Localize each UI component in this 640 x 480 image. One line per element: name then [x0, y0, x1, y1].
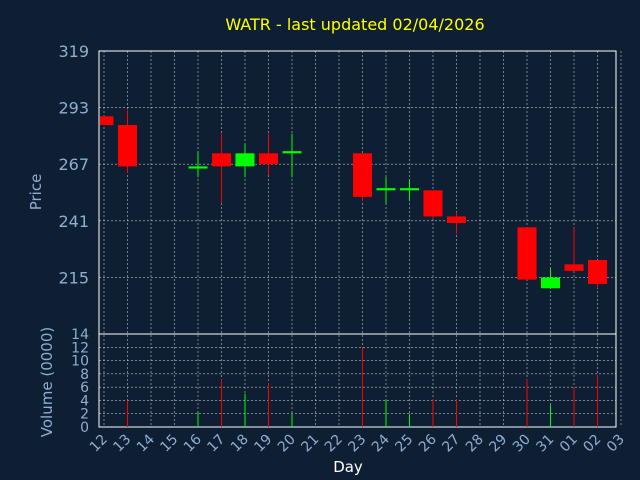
- price-axis-label: Price: [27, 174, 45, 211]
- price-tick-label: 293: [58, 99, 89, 118]
- x-tick-label: 29: [486, 432, 510, 456]
- candle-body: [447, 216, 466, 223]
- candle-body: [423, 190, 443, 217]
- volume-bars: [127, 347, 598, 427]
- x-tick-label: 19: [251, 432, 275, 456]
- x-tick-label: 30: [510, 432, 534, 456]
- price-candles: [100, 109, 607, 289]
- x-tick-label: 21: [298, 432, 322, 456]
- x-tick-label: 20: [275, 432, 299, 456]
- candle-body: [259, 153, 278, 165]
- price-tick-label: 267: [58, 155, 89, 174]
- x-tick-label: 26: [416, 431, 440, 455]
- x-tick-label: 14: [134, 431, 158, 455]
- x-tick-label: 15: [157, 432, 181, 456]
- volume-tick-label: 6: [80, 380, 89, 396]
- candle-body: [188, 166, 208, 169]
- chart-title: WATR - last updated 02/04/2026: [225, 15, 484, 34]
- axes-layer: [98, 50, 617, 428]
- candle-body: [400, 188, 419, 191]
- x-tick-label: 27: [439, 432, 463, 456]
- x-tick-label: 03: [604, 432, 628, 456]
- candle-body: [118, 125, 137, 167]
- candle-body: [541, 277, 560, 289]
- x-tick-label: 22: [322, 432, 346, 456]
- x-tick-label: 28: [463, 432, 487, 456]
- x-tick-label: 16: [181, 431, 205, 455]
- grid-layer: [99, 50, 622, 428]
- volume-tick-label: 2: [80, 407, 89, 423]
- volume-tick-label: 8: [80, 367, 89, 383]
- x-tick-label: 24: [369, 431, 393, 455]
- candle-body: [517, 227, 537, 280]
- x-tick-label: 01: [557, 432, 581, 456]
- volume-tick-label: 14: [71, 327, 89, 343]
- volume-tick-label: 10: [71, 354, 89, 370]
- candle-body: [212, 153, 231, 167]
- x-tick-label: 18: [228, 432, 252, 456]
- x-tick-label: 17: [204, 432, 228, 456]
- volume-tick-label: 0: [80, 420, 89, 436]
- candle-body: [564, 264, 584, 271]
- x-tick-label: 12: [87, 432, 111, 456]
- x-tick-label: 31: [533, 432, 557, 456]
- candle-body: [100, 116, 114, 126]
- candle-body: [235, 153, 255, 167]
- volume-tick-label: 12: [71, 340, 89, 356]
- x-tick-label: 25: [392, 432, 416, 456]
- price-tick-label: 319: [58, 42, 89, 61]
- candle-body: [588, 259, 607, 284]
- candle-body: [353, 153, 372, 197]
- price-tick-label: 241: [58, 212, 89, 231]
- candle-body: [282, 151, 302, 154]
- x-tick-label: 23: [345, 432, 369, 456]
- x-axis-label: Day: [333, 458, 363, 476]
- candle-body: [376, 188, 396, 191]
- volume-axis-label: Volume (0000): [38, 327, 56, 437]
- price-tick-label: 215: [58, 268, 89, 287]
- x-tick-label: 02: [580, 432, 604, 456]
- volume-panel-frame: [98, 333, 617, 428]
- volume-tick-label: 4: [80, 393, 89, 409]
- x-tick-label: 13: [110, 432, 134, 456]
